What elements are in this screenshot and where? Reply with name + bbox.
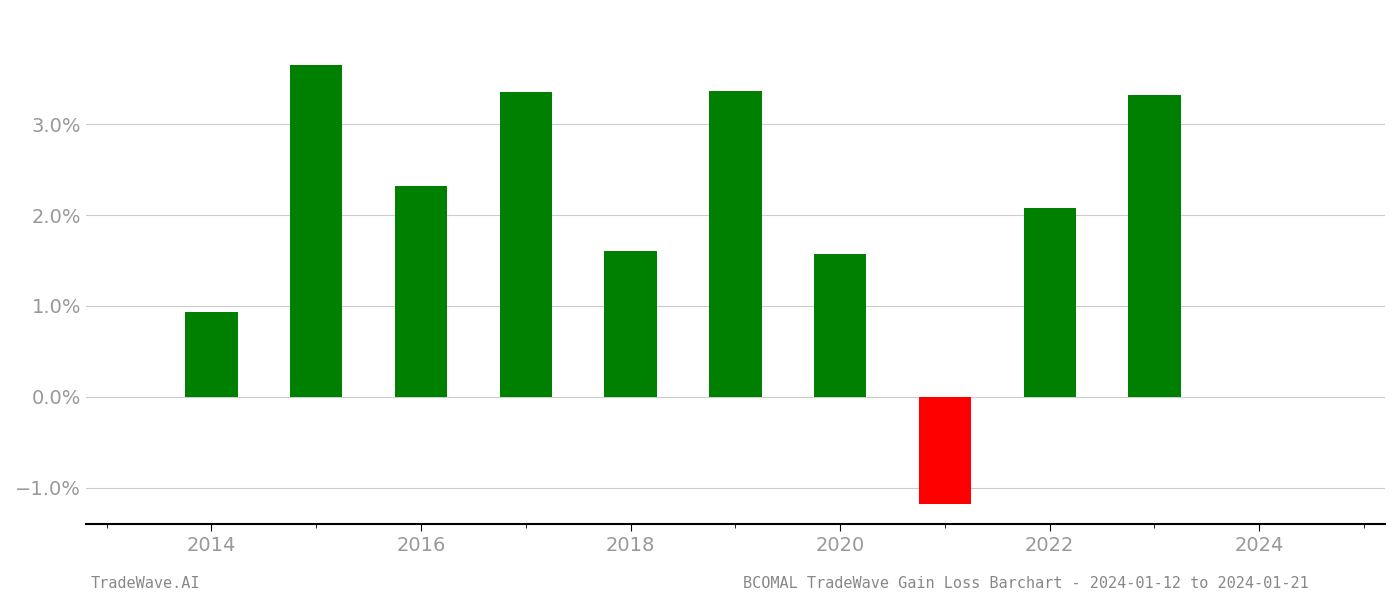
Bar xyxy=(500,92,552,397)
Text: BCOMAL TradeWave Gain Loss Barchart - 2024-01-12 to 2024-01-21: BCOMAL TradeWave Gain Loss Barchart - 20… xyxy=(743,576,1309,591)
Bar xyxy=(185,313,238,397)
Bar xyxy=(710,91,762,397)
Bar xyxy=(395,186,447,397)
Bar xyxy=(918,397,972,504)
Text: TradeWave.AI: TradeWave.AI xyxy=(91,576,200,591)
Bar xyxy=(1023,208,1077,397)
Bar xyxy=(290,65,343,397)
Bar xyxy=(605,251,657,397)
Bar xyxy=(813,254,867,397)
Bar xyxy=(1128,95,1180,397)
